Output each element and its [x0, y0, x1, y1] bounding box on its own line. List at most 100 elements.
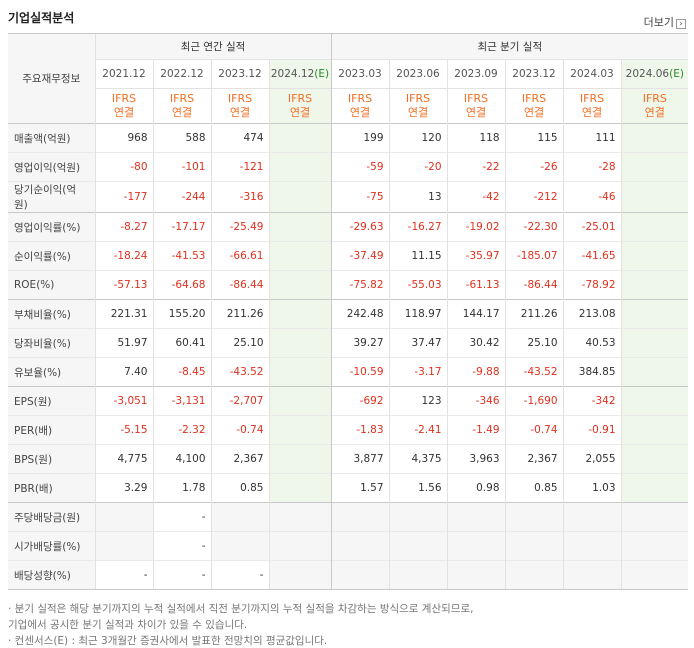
table-cell: 2,367: [504, 444, 564, 474]
row-label: 주당배당금(원): [8, 502, 95, 532]
ifrs-line1: IFRS: [463, 92, 489, 105]
ifrs-line1: IFRS: [579, 92, 605, 105]
ifrs-label: IFRS 연결: [388, 88, 448, 124]
table-cell: -17.17: [152, 212, 211, 242]
table-row: 순이익률(%) -18.24 -41.53 -66.61 -37.49 11.15 -35.…: [8, 241, 689, 271]
table-cell: [268, 560, 332, 590]
table-cell: 11.15: [388, 241, 448, 271]
table-cell: 384.85: [562, 357, 622, 387]
table-cell: -: [152, 502, 211, 532]
table-row: BPS(원) 4,775 4,100 2,367 3,877 4,375 3,963 2,36…: [8, 444, 689, 474]
table-row: PER(배) -5.15 -2.32 -0.74 -1.83 -2.41 -1.49 -0.7…: [8, 415, 689, 445]
table-cell: [268, 357, 332, 387]
table-row: PBR(배) 3.29 1.78 0.85 1.57 1.56 0.98 0.85 1.03: [8, 473, 689, 503]
table-cell: [268, 270, 332, 300]
footnotes: · 분기 실적은 해당 분기까지의 누적 실적에서 직전 분기까지의 누적 실적…: [8, 601, 473, 648]
ifrs-label: IFRS 연결: [94, 88, 153, 124]
table-cell: [620, 560, 689, 590]
table-cell: [620, 502, 689, 532]
table-cell: -25.01: [562, 212, 622, 242]
table-cell: -692: [330, 386, 390, 416]
row-label: 순이익률(%): [8, 241, 95, 271]
table-cell: 51.97: [94, 328, 153, 358]
table-cell: [620, 531, 689, 561]
period-label: 2023.03: [338, 68, 382, 80]
table-cell: -10.59: [330, 357, 390, 387]
table-cell: -3,051: [94, 386, 153, 416]
table-cell: [620, 123, 689, 153]
table-cell: 118.97: [388, 299, 448, 329]
table-cell: [330, 502, 390, 532]
ifrs-line1: IFRS: [287, 92, 313, 105]
table-cell: 7.40: [94, 357, 153, 387]
table-cell: -46: [562, 181, 622, 213]
table-cell: 474: [210, 123, 269, 153]
table-cell: -19.02: [446, 212, 506, 242]
table-cell: -80: [94, 152, 153, 182]
table-cell: -1.83: [330, 415, 390, 445]
table-cell: [620, 241, 689, 271]
table-cell: -59: [330, 152, 390, 182]
ifrs-line2: 연결: [644, 106, 665, 119]
table-cell: [446, 502, 506, 532]
period-label: 2024.12: [270, 68, 315, 80]
ifrs-line2: 연결: [229, 106, 251, 119]
ifrs-line1: IFRS: [347, 92, 373, 105]
table-cell: -66.61: [210, 241, 269, 271]
table-cell: 115: [504, 123, 564, 153]
ifrs-line1: IFRS: [227, 92, 253, 105]
row-label: BPS(원): [8, 444, 95, 474]
table-cell: -0.91: [562, 415, 622, 445]
table-cell: 3.29: [94, 473, 153, 503]
ifrs-line1: IFRS: [521, 92, 547, 105]
row-label: 유보율(%): [8, 357, 95, 387]
table-cell: 4,100: [152, 444, 211, 474]
period-header: 2023.03: [330, 59, 390, 89]
table-cell: -64.68: [152, 270, 211, 300]
more-link[interactable]: 더보기 ›: [644, 14, 686, 30]
quarter-group-header: 최근 분기 실적: [330, 33, 689, 60]
table-cell: 1.78: [152, 473, 211, 503]
table-row: 매출액(억원) 968 588 474 199 120 118 115 111: [8, 123, 689, 153]
table-cell: [388, 531, 448, 561]
table-cell: 221.31: [94, 299, 153, 329]
table-cell: -244: [152, 181, 211, 213]
table-cell: 0.98: [446, 473, 506, 503]
table-cell: -22: [446, 152, 506, 182]
table-cell: -26: [504, 152, 564, 182]
table-cell: 1.57: [330, 473, 390, 503]
table-cell: -43.52: [504, 357, 564, 387]
ifrs-line1: IFRS: [169, 92, 195, 105]
ifrs-line2: 연결: [581, 106, 603, 119]
table-cell: -55.03: [388, 270, 448, 300]
table-cell: 37.47: [388, 328, 448, 358]
table-cell: -25.49: [210, 212, 269, 242]
table-cell: [388, 560, 448, 590]
table-cell: -9.88: [446, 357, 506, 387]
period-header: 2022.12: [152, 59, 211, 89]
row-label: PBR(배): [8, 473, 95, 503]
table-cell: -5.15: [94, 415, 153, 445]
period-header: 2024.03: [562, 59, 622, 89]
table-cell: -75: [330, 181, 390, 213]
table-cell: -316: [210, 181, 269, 213]
ifrs-line2: 연결: [113, 106, 135, 119]
table-row: 배당성향(%) - - -: [8, 560, 689, 590]
table-cell: [620, 357, 689, 387]
period-label: 2024.03: [570, 68, 614, 80]
table-cell: 588: [152, 123, 211, 153]
table-cell: -2,707: [210, 386, 269, 416]
table-cell: -29.63: [330, 212, 390, 242]
table-cell: [268, 415, 332, 445]
ifrs-label: IFRS 연결: [504, 88, 564, 124]
table-cell: 0.85: [210, 473, 269, 503]
table-cell: 25.10: [504, 328, 564, 358]
row-label: 매출액(억원): [8, 123, 95, 153]
chevron-right-icon: ›: [676, 19, 686, 29]
table-row: 영업이익률(%) -8.27 -17.17 -25.49 -29.63 -16.27 -19…: [8, 212, 689, 242]
table-cell: -35.97: [446, 241, 506, 271]
table-cell: 2,055: [562, 444, 622, 474]
table-cell: -212: [504, 181, 564, 213]
table-cell: -43.52: [210, 357, 269, 387]
table-cell: 40.53: [562, 328, 622, 358]
